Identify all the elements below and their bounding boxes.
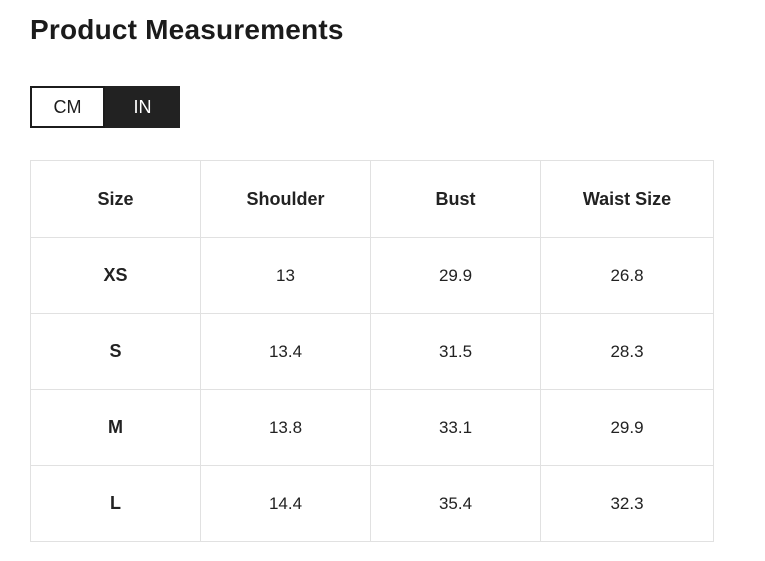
table-row-m: M 13.8 33.1 29.9 (30, 389, 714, 466)
size-cell: M (30, 389, 201, 466)
table-header-row: Size Shoulder Bust Waist Size (30, 160, 714, 238)
bust-value: 29.9 (370, 237, 541, 314)
shoulder-value: 13 (200, 237, 371, 314)
column-header-size: Size (30, 160, 201, 238)
unit-toggle: CM IN (30, 86, 180, 128)
page-title: Product Measurements (30, 14, 344, 45)
unit-toggle-cm-button[interactable]: CM (30, 86, 105, 128)
bust-value: 31.5 (370, 313, 541, 390)
column-header-shoulder: Shoulder (200, 160, 371, 238)
product-measurements-section: Product Measurements CM IN Size Shoulder… (30, 14, 714, 542)
shoulder-value: 13.4 (200, 313, 371, 390)
column-header-bust: Bust (370, 160, 541, 238)
size-cell: XS (30, 237, 201, 314)
column-header-waist-size: Waist Size (540, 160, 714, 238)
waist-value: 29.9 (540, 389, 714, 466)
shoulder-value: 13.8 (200, 389, 371, 466)
size-cell: L (30, 465, 201, 542)
size-cell: S (30, 313, 201, 390)
table-row-s: S 13.4 31.5 28.3 (30, 313, 714, 390)
table-row-xs: XS 13 29.9 26.8 (30, 237, 714, 314)
measurements-table: Size Shoulder Bust Waist Size XS 13 29.9… (30, 160, 714, 542)
bust-value: 33.1 (370, 389, 541, 466)
waist-value: 32.3 (540, 465, 714, 542)
shoulder-value: 14.4 (200, 465, 371, 542)
waist-value: 28.3 (540, 313, 714, 390)
unit-toggle-in-button[interactable]: IN (105, 86, 180, 128)
table-row-l: L 14.4 35.4 32.3 (30, 465, 714, 542)
bust-value: 35.4 (370, 465, 541, 542)
waist-value: 26.8 (540, 237, 714, 314)
